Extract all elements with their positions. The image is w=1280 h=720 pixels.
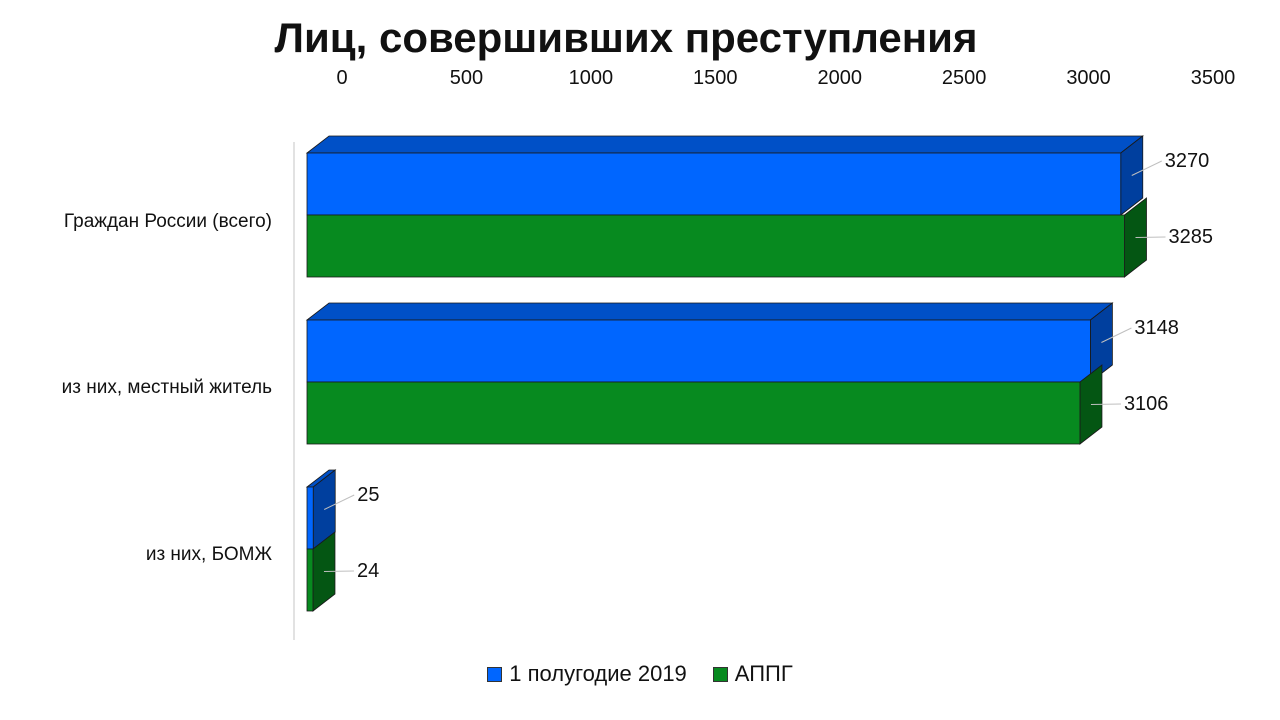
- data-label-leader: [1131, 160, 1162, 176]
- data-label: 3148: [1134, 317, 1179, 339]
- bar: [306, 381, 1081, 445]
- data-label: 3270: [1165, 150, 1210, 172]
- x-tick-label: 3000: [1066, 67, 1111, 89]
- category-label: Граждан России (всего): [64, 211, 272, 232]
- x-tick-label: 0: [336, 67, 347, 89]
- data-label-leader: [1135, 236, 1166, 238]
- data-label: 24: [357, 560, 379, 582]
- legend-item-series-1: 1 полугодие 2019: [487, 661, 687, 687]
- bar: [306, 214, 1125, 278]
- data-label-leader: [324, 494, 355, 510]
- category-label: из них, БОМЖ: [146, 544, 273, 565]
- x-tick-label: 500: [450, 67, 483, 89]
- category-label: из них, местный житель: [62, 377, 272, 398]
- legend-item-series-2: АППГ: [712, 661, 793, 687]
- data-label: 3106: [1124, 393, 1169, 415]
- data-label-leader: [1090, 403, 1121, 405]
- bar-top-face: [305, 135, 1144, 154]
- data-label-leader: [1101, 327, 1132, 343]
- x-tick-label: 1500: [693, 67, 738, 89]
- bar: [306, 548, 314, 612]
- data-label: 3285: [1168, 226, 1213, 248]
- x-tick-label: 3500: [1191, 67, 1236, 89]
- bar: [306, 486, 314, 550]
- bar: [306, 152, 1122, 216]
- legend-swatch-series-1: [487, 666, 503, 682]
- x-tick-label: 1000: [569, 67, 614, 89]
- chart-legend: 1 полугодие 2019 АППГ: [0, 661, 1280, 687]
- legend-label-series-2: АППГ: [734, 661, 793, 686]
- legend-label-series-1: 1 полугодие 2019: [509, 661, 687, 686]
- x-tick-label: 2500: [942, 67, 987, 89]
- bar: [306, 319, 1091, 383]
- bar-top-face: [305, 302, 1114, 321]
- data-label-leader: [323, 570, 354, 572]
- data-label: 25: [357, 484, 379, 506]
- chart-title: Лиц, совершивших преступления: [274, 14, 978, 61]
- legend-swatch-series-2: [712, 666, 728, 682]
- x-tick-label: 2000: [817, 67, 862, 89]
